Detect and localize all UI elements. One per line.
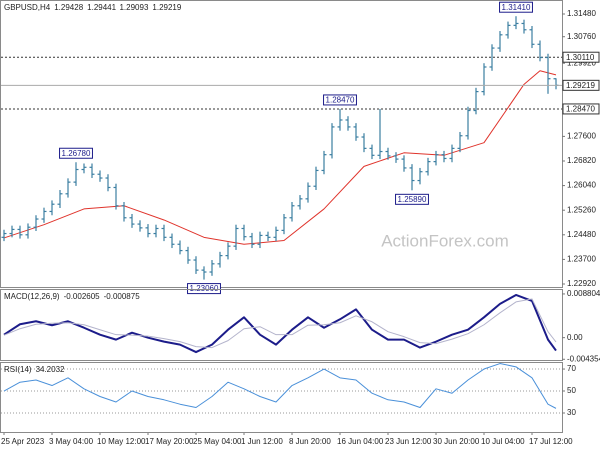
- y-tick-label: 1.30760: [567, 32, 596, 41]
- header-item: GBPUSD,H4: [4, 3, 51, 12]
- panel-header: MACD(12,26,9) -0.002605 -0.000875: [4, 292, 140, 301]
- x-tick-label: 10 May 12:00: [97, 437, 146, 446]
- panel-frame: [0, 289, 563, 361]
- x-tick-label: 1 Jun 12:00: [241, 437, 283, 446]
- header-item: 34.2032: [36, 365, 65, 374]
- header-item: RSI(14): [4, 365, 32, 374]
- annotation-box: [499, 1, 533, 13]
- y-tick-label: 1.26820: [567, 156, 596, 165]
- price-box: [562, 79, 600, 91]
- y-tick-label: 1.26040: [567, 181, 596, 190]
- header-item: -0.002605: [64, 292, 101, 301]
- annotation-label: 1.31410: [502, 3, 531, 12]
- x-tick-label: 8 Jun 20:00: [289, 437, 331, 446]
- y-tick-label: 1.27600: [567, 131, 596, 140]
- y-tick-label: 1.25260: [567, 205, 596, 214]
- x-tick-label: 30 Jun 20:00: [433, 437, 480, 446]
- x-tick-label: 25 Apr 2023: [1, 437, 45, 446]
- level-label: 1.28470: [566, 105, 595, 114]
- panel-header: GBPUSD,H4 1.29428 1.29441 1.29093 1.29219: [4, 3, 182, 12]
- annotation-label: 1.28470: [326, 96, 355, 105]
- level-label: 1.30110: [566, 53, 595, 62]
- y-tick-label: 50: [567, 386, 576, 395]
- annotation-box: [59, 147, 93, 159]
- y-tick-label: -0.004354: [567, 354, 600, 363]
- x-tick-label: 3 May 04:00: [49, 437, 94, 446]
- indicator-line: [3, 363, 557, 409]
- annotation-label: 1.26780: [62, 149, 91, 158]
- x-tick-label: 16 Jun 04:00: [337, 437, 384, 446]
- watermark: ActionForex.com: [381, 231, 509, 250]
- x-tick-label: 25 May 04:00: [193, 437, 242, 446]
- moving-average: [3, 70, 557, 245]
- y-tick-label: 1.31480: [567, 9, 596, 18]
- panel-frame: [0, 362, 563, 433]
- y-tick-label: 1.29920: [567, 58, 596, 67]
- annotation-label: 1.23060: [190, 284, 219, 293]
- annotation-box: [187, 283, 221, 295]
- header-item: 1.29428: [54, 3, 83, 12]
- panel-header: RSI(14) 34.2032: [4, 365, 65, 374]
- header-item: 1.29219: [152, 3, 181, 12]
- y-tick-label: 0.008804: [567, 289, 600, 298]
- y-tick-label: 1.23700: [567, 255, 596, 264]
- level-box: [562, 51, 600, 63]
- y-tick-label: 1.22920: [567, 279, 596, 288]
- annotation-box: [323, 94, 357, 106]
- y-tick-label: 70: [567, 364, 576, 373]
- header-item: MACD(12,26,9): [4, 292, 60, 301]
- header-item: 1.29093: [119, 3, 148, 12]
- x-tick-label: 17 May 20:00: [145, 437, 194, 446]
- y-tick-label: 30: [567, 408, 576, 417]
- panel-frame: [0, 0, 563, 288]
- indicator-line: [3, 298, 557, 349]
- indicator-line: [3, 293, 557, 354]
- annotation-label: 1.25890: [398, 195, 427, 204]
- header-item: -0.000875: [104, 292, 141, 301]
- x-tick-label: 23 Jun 12:00: [385, 437, 432, 446]
- x-tick-label: 17 Jul 12:00: [529, 437, 573, 446]
- header-item: 1.29441: [87, 3, 116, 12]
- annotation-box: [395, 193, 429, 205]
- y-tick-label: 1.24480: [567, 230, 596, 239]
- x-tick-label: 10 Jul 04:00: [481, 437, 525, 446]
- level-box: [562, 103, 600, 115]
- y-tick-label: 0.00: [567, 333, 583, 342]
- price-label: 1.29219: [566, 81, 595, 90]
